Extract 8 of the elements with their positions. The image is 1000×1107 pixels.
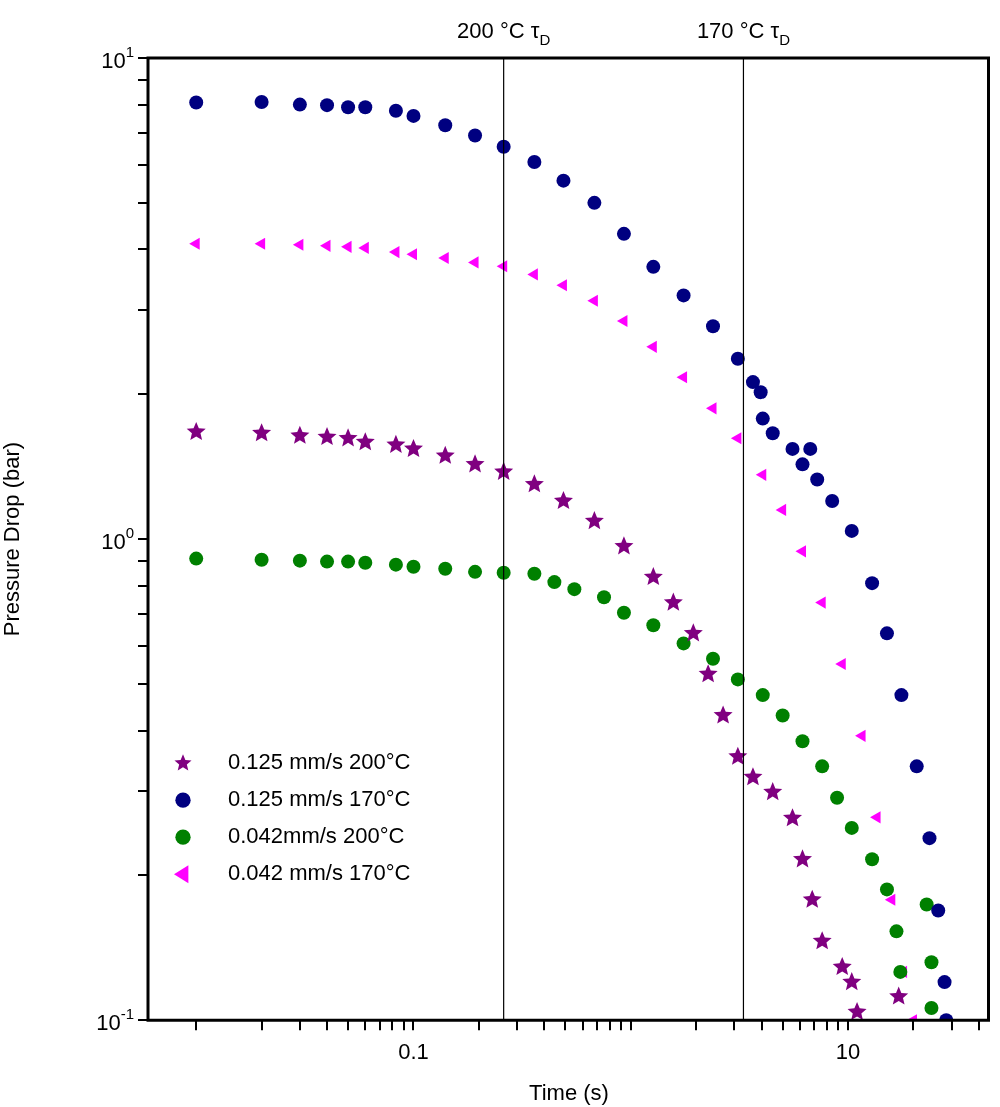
legend-label: 0.042 mm/s 170°C xyxy=(228,860,411,886)
x-tick-label: 0.1 xyxy=(398,1039,429,1065)
legend-label: 0.042mm/s 200°C xyxy=(228,823,405,849)
y-axis-title: Pressure Drop (bar) xyxy=(0,441,25,637)
legend-label: 0.125 mm/s 170°C xyxy=(228,786,411,812)
legend-label: 0.125 mm/s 200°C xyxy=(228,749,411,775)
x-axis-title: Time (s) xyxy=(529,1079,609,1105)
x-tick-label: 10 xyxy=(835,1039,861,1065)
